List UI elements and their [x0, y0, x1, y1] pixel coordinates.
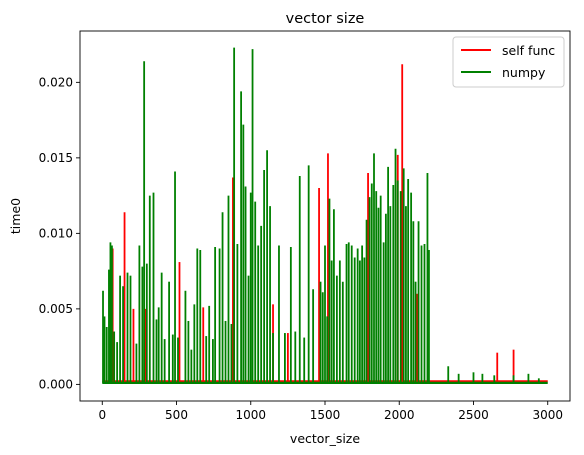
series-self-func	[102, 64, 548, 383]
series-layer	[102, 47, 548, 384]
x-tick-label: 2000	[384, 408, 415, 422]
x-tick-label: 1500	[310, 408, 341, 422]
series-numpy	[102, 47, 548, 384]
legend: self func numpy	[452, 36, 565, 88]
x-axis: 0 500 1000 1500 2000 2500 3000	[98, 401, 563, 422]
x-tick-label: 1000	[235, 408, 266, 422]
y-tick-label: 0.010	[39, 226, 73, 240]
legend-label-numpy: numpy	[502, 65, 546, 80]
y-axis: 0.000 0.005 0.010 0.015 0.020	[39, 75, 80, 391]
x-tick-label: 500	[165, 408, 188, 422]
y-tick-label: 0.015	[39, 151, 73, 165]
chart-title: vector size	[286, 11, 365, 27]
y-tick-label: 0.020	[39, 75, 73, 89]
x-axis-label: vector_size	[290, 431, 360, 446]
x-tick-label: 3000	[532, 408, 563, 422]
plot-area	[79, 30, 571, 402]
x-tick-label: 0	[98, 408, 106, 422]
y-axis-label: time0	[8, 198, 23, 234]
legend-label-self-func: self func	[502, 43, 555, 58]
y-tick-label: 0.000	[39, 377, 73, 391]
x-tick-label: 2500	[458, 408, 489, 422]
y-tick-label: 0.005	[39, 302, 73, 316]
